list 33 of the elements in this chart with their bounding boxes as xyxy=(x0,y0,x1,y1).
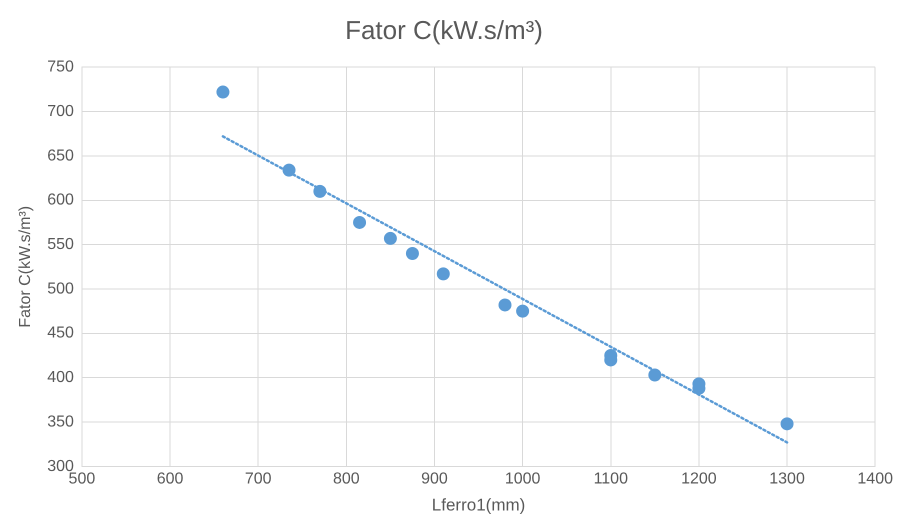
x-tick-label: 600 xyxy=(156,470,184,488)
y-tick-label: 550 xyxy=(47,236,74,254)
point xyxy=(216,86,230,99)
y-tick-label: 350 xyxy=(47,413,74,430)
x-tick-label: 1400 xyxy=(857,470,894,488)
y-tick-label: 650 xyxy=(47,147,74,164)
x-tick-label: 800 xyxy=(332,470,360,488)
y-tick-label: 750 xyxy=(47,58,74,76)
point xyxy=(406,246,419,260)
x-tick-label: 1000 xyxy=(504,470,541,488)
x-tick-label: 1300 xyxy=(769,470,805,488)
point xyxy=(648,368,662,382)
y-tick-label: 450 xyxy=(47,324,74,342)
y-axis-title: Fator C(kW.s/m³) xyxy=(17,206,34,328)
y-tick-label: 600 xyxy=(47,192,74,209)
point xyxy=(498,298,512,312)
y-tick-label: 400 xyxy=(47,369,74,386)
x-tick-label: 900 xyxy=(421,470,448,488)
point xyxy=(353,216,366,229)
point xyxy=(282,164,296,177)
x-axis-title: Lferro1(mm) xyxy=(432,495,526,514)
point xyxy=(313,184,326,198)
x-tick-label: 1100 xyxy=(594,470,628,488)
point xyxy=(384,232,397,245)
point xyxy=(516,304,530,318)
chart-title: Fator C(kW.s/m³) xyxy=(345,14,543,45)
x-tick-label: 500 xyxy=(68,470,96,488)
y-tick-label: 500 xyxy=(47,280,74,298)
point xyxy=(780,417,794,430)
x-tick-label: 700 xyxy=(244,470,272,488)
y-tick-label: 700 xyxy=(47,102,74,120)
point xyxy=(436,267,450,280)
x-tick-label: 1200 xyxy=(681,470,717,488)
